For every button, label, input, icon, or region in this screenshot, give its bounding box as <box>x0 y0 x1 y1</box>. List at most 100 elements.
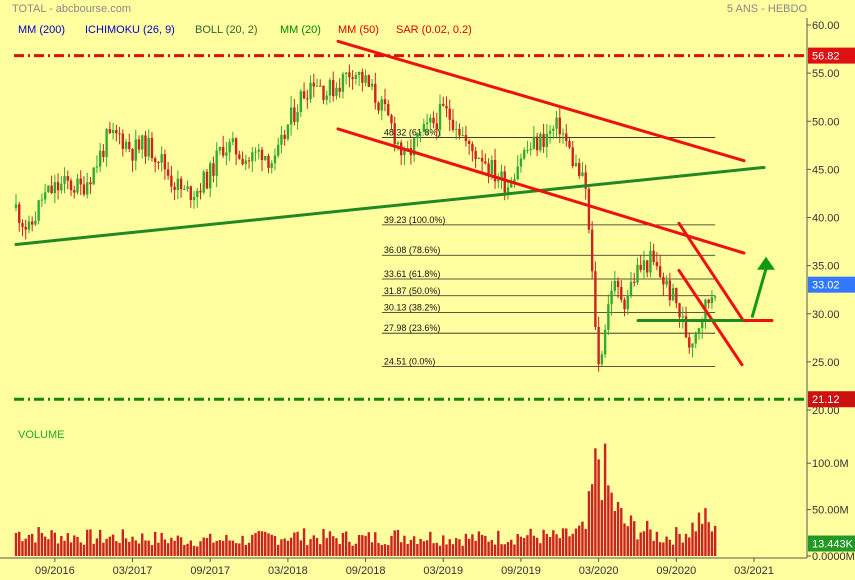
candle-body <box>597 326 600 365</box>
volume-bar <box>438 545 442 556</box>
candle-body <box>312 82 315 87</box>
volume-bar <box>480 534 484 556</box>
indicator-ichimoku[interactable]: ICHIMOKU (26, 9) <box>85 24 175 36</box>
candle-body <box>144 135 147 157</box>
volume-bar <box>14 533 18 556</box>
volume-bar <box>299 540 303 556</box>
volume-bar <box>86 529 89 556</box>
indicator-legend: MM (200) ICHIMOKU (26, 9) BOLL (20, 2) M… <box>18 24 472 36</box>
chart-period: 5 ANS - HEBDO <box>727 3 808 15</box>
candle-body <box>529 148 532 151</box>
candle-body <box>102 150 105 157</box>
indicator-mm50[interactable]: MM (50) <box>338 24 379 36</box>
price-tick-label: 50.00 <box>812 116 840 128</box>
volume-bar <box>225 534 228 556</box>
candle-body <box>251 152 254 162</box>
volume-bar <box>510 539 513 556</box>
volume-bar <box>170 537 173 556</box>
volume-bar <box>516 533 519 556</box>
volume-bar <box>649 529 652 556</box>
volume-bar <box>192 545 196 556</box>
volume-bar <box>335 538 338 556</box>
candle-body <box>451 119 455 130</box>
candle-body <box>111 129 115 134</box>
time-tick-label: 03/2018 <box>268 565 308 577</box>
time-tick-label: 09/2020 <box>656 565 696 577</box>
volume-bar <box>283 538 286 556</box>
candle-body <box>173 186 176 190</box>
candle-body <box>555 117 558 129</box>
volume-bar <box>713 525 717 556</box>
candle-body <box>396 142 400 145</box>
volume-bar <box>218 540 222 556</box>
candle-body <box>344 72 348 75</box>
candle-body <box>584 172 587 189</box>
candle-body <box>474 151 477 160</box>
candle-body <box>361 71 364 83</box>
volume-bar <box>607 485 610 556</box>
candle-body <box>652 250 655 263</box>
volume-bar <box>202 537 205 556</box>
volume-bar <box>574 528 578 556</box>
volume-bar <box>270 534 273 556</box>
volume-bar <box>131 536 134 556</box>
volume-bar <box>500 544 503 556</box>
candle-body <box>671 287 675 301</box>
candle-body <box>76 178 79 193</box>
candle-body <box>578 162 581 177</box>
volume-bar <box>296 531 299 556</box>
fib-level-label: 39.23 (100.0%) <box>384 215 446 225</box>
indicator-mm200[interactable]: MM (200) <box>18 24 65 36</box>
volume-bar <box>341 533 345 556</box>
volume-bar <box>658 542 662 556</box>
volume-bar <box>357 534 361 556</box>
indicator-boll[interactable]: BOLL (20, 2) <box>195 24 258 36</box>
candle-body <box>153 158 157 163</box>
level-tag-bg <box>808 391 855 408</box>
candle-body <box>464 135 468 142</box>
volume-bar <box>526 535 529 556</box>
breakout-arrow-head <box>757 256 775 270</box>
volume-bar <box>108 536 112 556</box>
candle-body <box>53 182 57 194</box>
indicator-mm20[interactable]: MM (20) <box>280 24 321 36</box>
volume-bar <box>231 540 235 556</box>
time-tick-label: 09/2019 <box>501 565 541 577</box>
candle-body <box>18 204 21 224</box>
candle-body <box>186 186 189 189</box>
candle-body <box>267 155 270 168</box>
volume-bar <box>545 534 549 556</box>
volume-bar <box>681 542 684 556</box>
volume-bar <box>89 529 92 556</box>
candle-body <box>225 152 228 156</box>
volume-bar <box>442 535 445 556</box>
volume-bar <box>613 510 617 556</box>
indicator-sar[interactable]: SAR (0.02, 0.2) <box>396 24 472 36</box>
volume-bar <box>458 539 461 556</box>
level-tag-text: 21.12 <box>812 394 840 406</box>
volume-bar <box>82 544 86 556</box>
candle-body <box>629 281 633 296</box>
candle-body <box>707 299 710 304</box>
candle-body <box>477 157 481 160</box>
volume-tick-label: 0.0000M <box>812 551 855 563</box>
time-tick-label: 03/2019 <box>423 565 463 577</box>
volume-bar <box>645 520 649 556</box>
trendlines <box>14 39 774 367</box>
candle-body <box>325 95 328 100</box>
candle-body <box>412 138 416 156</box>
volume-bar <box>652 540 655 556</box>
candle-body <box>571 147 574 167</box>
fib-level-label: 30.13 (38.2%) <box>384 302 441 312</box>
volume-bar <box>587 491 591 556</box>
last-price-tag-bg <box>808 276 855 293</box>
candle-body <box>581 172 584 177</box>
candle-body <box>86 182 89 195</box>
volume-bar <box>215 540 218 556</box>
candle-body <box>244 160 248 165</box>
volume-bar <box>529 528 532 556</box>
volume-bar <box>671 544 675 556</box>
candle-body <box>89 182 92 185</box>
candle-body <box>40 199 44 201</box>
volume-bar <box>111 534 115 556</box>
